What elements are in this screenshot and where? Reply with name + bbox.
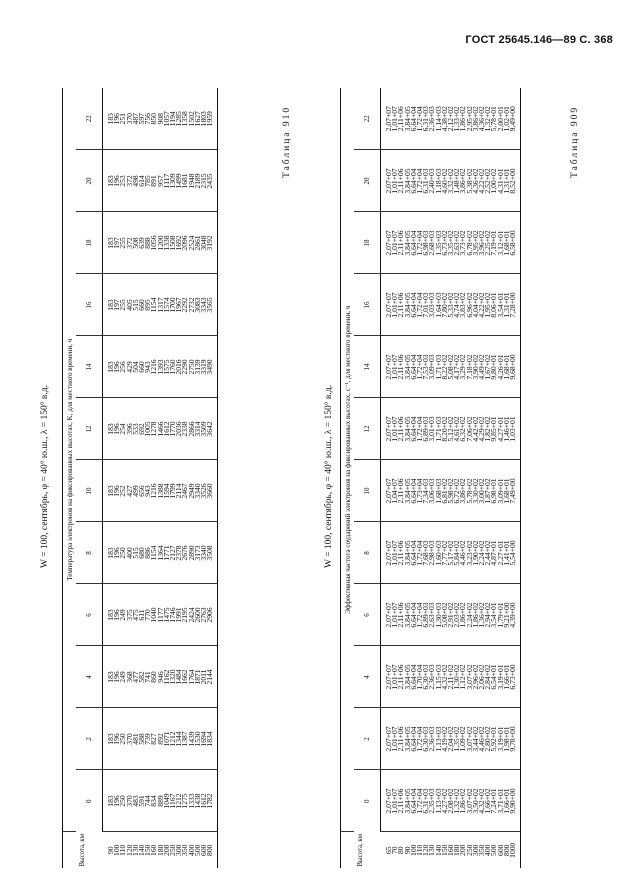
hour-header: 16 xyxy=(76,274,103,336)
value-cell: 4,39+00 xyxy=(510,584,521,646)
value-cell: 3508 xyxy=(207,522,218,584)
value-cell: 183 xyxy=(102,398,115,460)
altitude-cell: 1000 xyxy=(510,832,521,868)
table-row: 1000 9,90+00 9,78+00 6,73+00 4,39+00 5,54+00 7… xyxy=(510,88,521,868)
value-cell: 2,07+07 xyxy=(380,522,393,584)
hour-header: 20 xyxy=(76,150,103,212)
table-909-caption: Температура электронов на фиксированных … xyxy=(62,88,76,832)
table-910-subtitle: W = 100, сентябрь, φ = 40° ю.ш., λ = 150… xyxy=(324,385,334,568)
value-cell: 3565 xyxy=(207,274,218,336)
value-cell: 183 xyxy=(102,646,115,708)
value-cell: 183 xyxy=(102,274,115,336)
table-910-caption: Эффективная частота соударений электроно… xyxy=(340,88,354,832)
value-cell: 5,54+00 xyxy=(510,522,521,584)
hour-header: 22 xyxy=(76,88,103,150)
table-910: Высота, км Эффективная частота соударени… xyxy=(340,88,521,868)
altitude-header: Высота, км xyxy=(340,832,381,868)
table-row: 65 2,07+07 2,07+07 2,07+07 2,07+07 2,07+07 2,0… xyxy=(380,88,393,868)
hour-header: 10 xyxy=(354,460,381,522)
value-cell: 1782 xyxy=(207,770,218,832)
value-cell: 3642 xyxy=(207,398,218,460)
value-cell: 183 xyxy=(102,150,115,212)
hour-header: 6 xyxy=(76,584,103,646)
hour-header: 14 xyxy=(354,336,381,398)
hour-header: 8 xyxy=(76,522,103,584)
value-cell: 1959 xyxy=(207,88,218,150)
table-910-number: Таблица 910 xyxy=(282,105,292,178)
value-cell: 183 xyxy=(102,770,115,832)
value-cell: 2,07+07 xyxy=(380,584,393,646)
table-909-block: Таблица 909 W = 100, сентябрь, φ = 40° ю… xyxy=(40,88,580,868)
value-cell: 3660 xyxy=(207,460,218,522)
page-header: ГОСТ 25645.146—89 С. 368 xyxy=(465,34,613,46)
value-cell: 2,07+07 xyxy=(380,460,393,522)
value-cell: 7,49+00 xyxy=(510,460,521,522)
value-cell: 2,07+07 xyxy=(380,770,393,832)
value-cell: 3490 xyxy=(207,336,218,398)
value-cell: 3192 xyxy=(207,212,218,274)
hour-header: 10 xyxy=(76,460,103,522)
hour-header: 4 xyxy=(76,646,103,708)
value-cell: 2,07+07 xyxy=(380,150,393,212)
value-cell: 183 xyxy=(102,88,115,150)
hour-header: 14 xyxy=(76,336,103,398)
hour-header: 0 xyxy=(354,770,381,832)
value-cell: 9,78+00 xyxy=(510,708,521,770)
value-cell: 2,07+07 xyxy=(380,212,393,274)
table-909: Высота, км Температура электронов на фик… xyxy=(62,88,218,868)
value-cell: 6,73+00 xyxy=(510,646,521,708)
altitude-cell: 800 xyxy=(207,832,218,868)
value-cell: 2,07+07 xyxy=(380,88,393,150)
value-cell: 2144 xyxy=(207,646,218,708)
value-cell: 183 xyxy=(102,708,115,770)
value-cell: 7,28+00 xyxy=(510,274,521,336)
hour-header: 18 xyxy=(354,212,381,274)
hour-header: 16 xyxy=(354,274,381,336)
value-cell: 9,90+00 xyxy=(510,770,521,832)
value-cell: 9,68+00 xyxy=(510,336,521,398)
value-cell: 6,58+00 xyxy=(510,212,521,274)
table-910-block: Таблица 910 W = 100, сентябрь, φ = 40° ю… xyxy=(282,88,521,868)
value-cell: 1,03+01 xyxy=(510,398,521,460)
hour-header: 22 xyxy=(354,88,381,150)
hour-header: 2 xyxy=(354,708,381,770)
table-909-subtitle: W = 100, сентябрь, φ = 40° ю.ш., λ = 150… xyxy=(40,385,50,568)
table-909-number: Таблица 909 xyxy=(570,105,580,178)
value-cell: 2,07+07 xyxy=(380,398,393,460)
hour-header: 4 xyxy=(354,646,381,708)
value-cell: 2,07+07 xyxy=(380,336,393,398)
altitude-header: Высота, км xyxy=(62,832,103,868)
hour-header: 12 xyxy=(354,398,381,460)
hour-header: 20 xyxy=(354,150,381,212)
value-cell: 8,52+00 xyxy=(510,150,521,212)
value-cell: 2,07+07 xyxy=(380,708,393,770)
hour-header: 2 xyxy=(76,708,103,770)
hour-header: 12 xyxy=(76,398,103,460)
hour-header: 18 xyxy=(76,212,103,274)
hour-header: 6 xyxy=(354,584,381,646)
altitude-cell: 65 xyxy=(383,846,393,855)
value-cell: 183 xyxy=(102,584,115,646)
value-cell: 183 xyxy=(102,522,115,584)
value-cell: 9,49+00 xyxy=(510,88,521,150)
table-row: 800 1782 1834 2144 2906 3508 3660 3642 3490 3565 3… xyxy=(207,88,218,868)
value-cell: 2,07+07 xyxy=(380,646,393,708)
value-cell: 183 xyxy=(102,460,115,522)
hour-header: 0 xyxy=(76,770,103,832)
value-cell: 1834 xyxy=(207,708,218,770)
value-cell: 2,07+07 xyxy=(380,274,393,336)
value-cell: 2435 xyxy=(207,150,218,212)
value-cell: 2906 xyxy=(207,584,218,646)
hour-header: 8 xyxy=(354,522,381,584)
table-row: 90 183 183 183 183 183 183 183 183 183 183 183 183 xyxy=(102,88,115,868)
value-cell: 183 xyxy=(102,212,115,274)
value-cell: 183 xyxy=(102,336,115,398)
altitude-cell: 90 xyxy=(105,846,115,855)
